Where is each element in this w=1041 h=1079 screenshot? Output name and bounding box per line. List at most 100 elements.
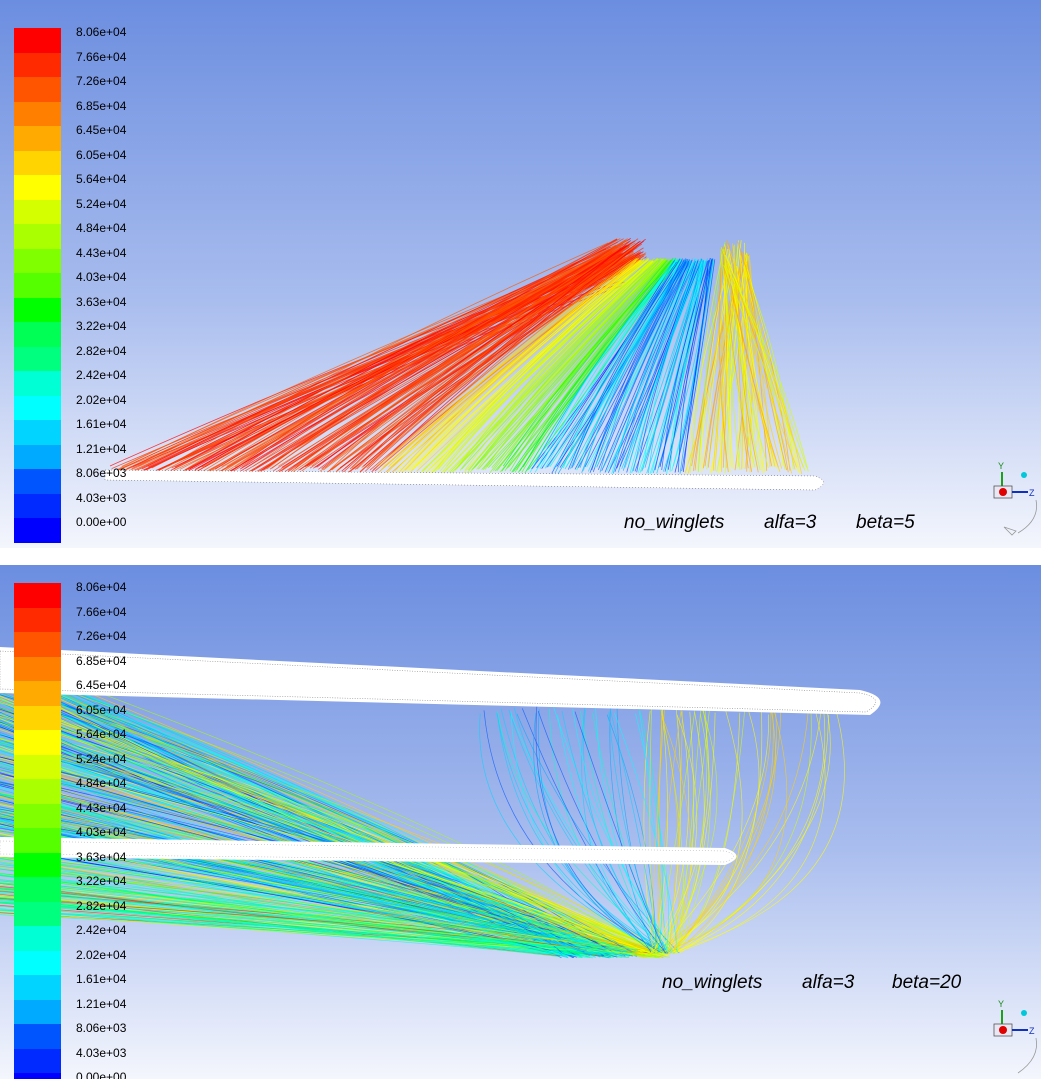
legend-label: 3.22e+04 <box>76 874 127 888</box>
streamline <box>236 238 618 468</box>
streamline <box>544 259 677 469</box>
alfa-value: alfa=3 <box>764 512 817 533</box>
legend-label: 5.64e+04 <box>76 727 127 741</box>
streamline <box>421 259 649 472</box>
streamline <box>642 260 701 470</box>
legend-label: 6.05e+04 <box>76 702 127 717</box>
case-name: no_winglets <box>624 512 725 533</box>
legend-label: 6.45e+04 <box>76 678 127 692</box>
streamline <box>231 239 618 472</box>
panel-separator <box>0 548 1041 565</box>
streamline <box>674 707 774 954</box>
streamline <box>500 708 670 954</box>
streamline <box>726 265 779 468</box>
streamline <box>671 707 746 954</box>
streamline <box>677 259 712 473</box>
streamline <box>654 714 769 954</box>
axis-triad-icon: Y Z <box>993 999 1037 1074</box>
streamline <box>371 240 644 473</box>
streamline <box>0 702 669 954</box>
streamline <box>404 261 639 471</box>
legend-label: 4.03e+04 <box>76 825 127 839</box>
streamline <box>581 705 673 954</box>
streamline <box>745 264 768 471</box>
streamline <box>562 257 681 469</box>
streamline <box>379 259 632 467</box>
streamline <box>504 259 668 472</box>
streamline <box>725 262 781 473</box>
legend-swatch <box>14 126 61 151</box>
legend-swatch <box>14 469 61 494</box>
legend-swatch <box>14 395 61 421</box>
streamline <box>0 847 588 959</box>
streamline <box>0 801 663 953</box>
streamline <box>366 244 637 469</box>
streamline <box>0 882 606 955</box>
legend-label: 4.03e+04 <box>76 270 127 284</box>
streamline <box>724 262 756 468</box>
streamline <box>583 709 674 954</box>
legend-label: 1.21e+04 <box>76 441 127 456</box>
svg-text:Z: Z <box>1029 488 1035 498</box>
legend-label: 7.26e+04 <box>76 74 127 88</box>
beta-value: beta=20 <box>892 972 962 993</box>
streamlines-bottom <box>0 655 845 959</box>
svg-text:Z: Z <box>1029 1026 1035 1036</box>
legend-swatch <box>14 754 61 780</box>
streamline <box>0 793 610 954</box>
streamline <box>502 259 676 467</box>
streamline <box>0 667 648 955</box>
streamline <box>672 259 714 467</box>
streamline <box>674 261 709 473</box>
legend-label: 8.06e+04 <box>76 25 127 39</box>
streamline <box>609 709 660 954</box>
legend-swatch <box>14 999 61 1025</box>
streamline <box>513 707 668 954</box>
streamline <box>724 264 809 472</box>
streamline <box>601 261 689 472</box>
streamline <box>0 890 588 954</box>
legend-swatch <box>14 901 61 927</box>
legend-label: 8.06e+04 <box>76 580 127 594</box>
streamline <box>612 259 692 474</box>
streamlines-top <box>109 237 809 475</box>
streamline <box>596 258 689 468</box>
legend-label: 8.06e+03 <box>76 1021 127 1035</box>
legend-swatch <box>14 273 61 298</box>
streamline <box>0 873 670 958</box>
viewport-top <box>0 0 1041 548</box>
streamline <box>721 246 753 473</box>
streamline <box>609 707 656 954</box>
streamline <box>0 860 655 952</box>
legend-label: 4.43e+04 <box>76 245 127 260</box>
streamline <box>319 241 628 472</box>
legend-swatch <box>14 175 61 200</box>
legend-swatch <box>14 371 61 396</box>
streamline <box>0 856 617 956</box>
legend-swatch <box>14 583 61 608</box>
streamline <box>466 257 662 475</box>
streamline <box>554 258 681 474</box>
legend-label: 1.61e+04 <box>76 972 127 986</box>
legend-label: 5.64e+04 <box>76 172 127 186</box>
svg-text:Y: Y <box>998 999 1004 1009</box>
streamline <box>0 866 647 958</box>
streamline <box>423 258 645 472</box>
legend-swatch <box>14 493 61 519</box>
streamline <box>743 254 804 468</box>
streamline <box>631 260 704 473</box>
streamline <box>674 711 826 954</box>
legend-label: 2.42e+04 <box>76 368 127 382</box>
legend-label: 1.21e+04 <box>76 996 127 1011</box>
legend-swatch <box>14 975 61 1000</box>
legend-label: 5.24e+04 <box>76 196 127 211</box>
streamline <box>720 247 808 468</box>
streamline <box>651 705 718 954</box>
streamline <box>675 709 708 954</box>
legend-swatch <box>14 52 61 78</box>
streamline <box>671 708 781 954</box>
streamline <box>671 714 829 954</box>
legend-swatch <box>14 322 61 347</box>
case-name: no_winglets <box>662 972 763 993</box>
streamline <box>427 260 653 471</box>
